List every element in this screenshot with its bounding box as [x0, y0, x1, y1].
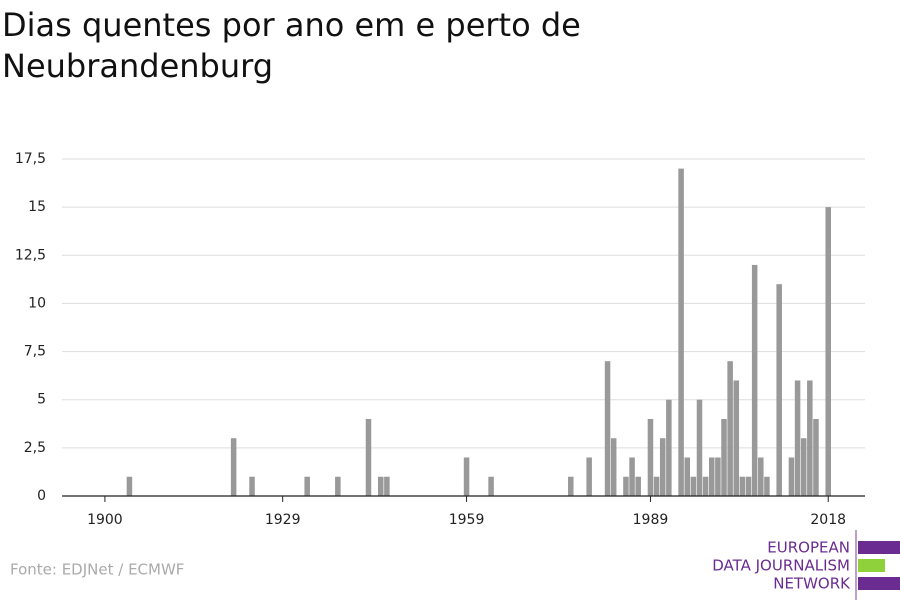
logo: EUROPEAN DATA JOURNALISM NETWORK [712, 530, 900, 600]
bar [733, 380, 740, 496]
bar [647, 418, 654, 496]
logo-text: EUROPEAN [767, 539, 850, 557]
bar [739, 476, 746, 496]
bar [788, 457, 795, 496]
y-tick-label: 0 [37, 488, 46, 504]
bar [684, 457, 690, 496]
bar [696, 399, 703, 496]
y-tick-label: 17,5 [15, 151, 46, 167]
y-tick-label: 2,5 [24, 440, 46, 456]
bar [758, 457, 764, 496]
bar [800, 438, 807, 496]
bar [488, 476, 494, 496]
bar [586, 457, 592, 496]
bar [384, 476, 390, 496]
source: Fonte: EDJNet / ECMWF [10, 561, 184, 579]
bar [776, 284, 782, 496]
y-tick-label: 12,5 [15, 247, 46, 263]
bar [678, 168, 684, 496]
bar [751, 264, 758, 496]
bar [304, 476, 310, 496]
bar [653, 476, 660, 496]
bar [604, 361, 611, 496]
bar [635, 476, 641, 496]
x-tick-label: 1929 [265, 512, 301, 528]
bar [721, 418, 727, 496]
logo-bar [858, 577, 900, 590]
bar [825, 207, 831, 496]
bar [335, 476, 341, 496]
bar [610, 438, 617, 496]
bar [463, 457, 470, 496]
bar [807, 380, 813, 496]
y-tick-label: 5 [37, 392, 46, 408]
logo-text: NETWORK [773, 575, 851, 593]
y-tick-label: 7,5 [24, 344, 46, 360]
bar [126, 476, 133, 496]
bar [629, 457, 635, 496]
y-tick-label: 10 [28, 295, 46, 311]
logo-bar [858, 559, 885, 572]
bar [659, 438, 666, 496]
x-tick-label: 1959 [449, 512, 485, 528]
bar [708, 457, 715, 496]
bar [377, 476, 384, 496]
bar [249, 476, 255, 496]
chart-title: Neubrandenburg [2, 47, 273, 85]
bar [666, 399, 672, 496]
logo-bar [858, 541, 900, 554]
bar [690, 476, 697, 496]
bar [745, 476, 752, 496]
logo-text: DATA JOURNALISM [712, 557, 850, 575]
x-tick-label: 2018 [810, 512, 846, 528]
x-tick-label: 1989 [633, 512, 669, 528]
bar [813, 418, 819, 496]
bar [794, 380, 801, 496]
bar [365, 418, 372, 496]
bar [727, 361, 733, 496]
bar [715, 457, 721, 496]
bar [764, 476, 770, 496]
bar [568, 476, 574, 496]
x-tick-label: 1900 [87, 512, 123, 528]
y-tick-label: 15 [28, 199, 46, 215]
chart-title: Dias quentes por ano em e perto de [2, 6, 581, 44]
bar [702, 476, 709, 496]
bar [623, 476, 629, 496]
bar [230, 438, 237, 496]
